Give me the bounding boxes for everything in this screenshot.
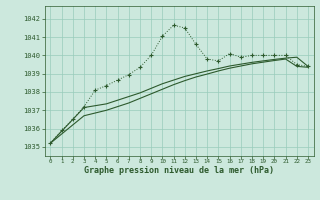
X-axis label: Graphe pression niveau de la mer (hPa): Graphe pression niveau de la mer (hPa)	[84, 166, 274, 175]
